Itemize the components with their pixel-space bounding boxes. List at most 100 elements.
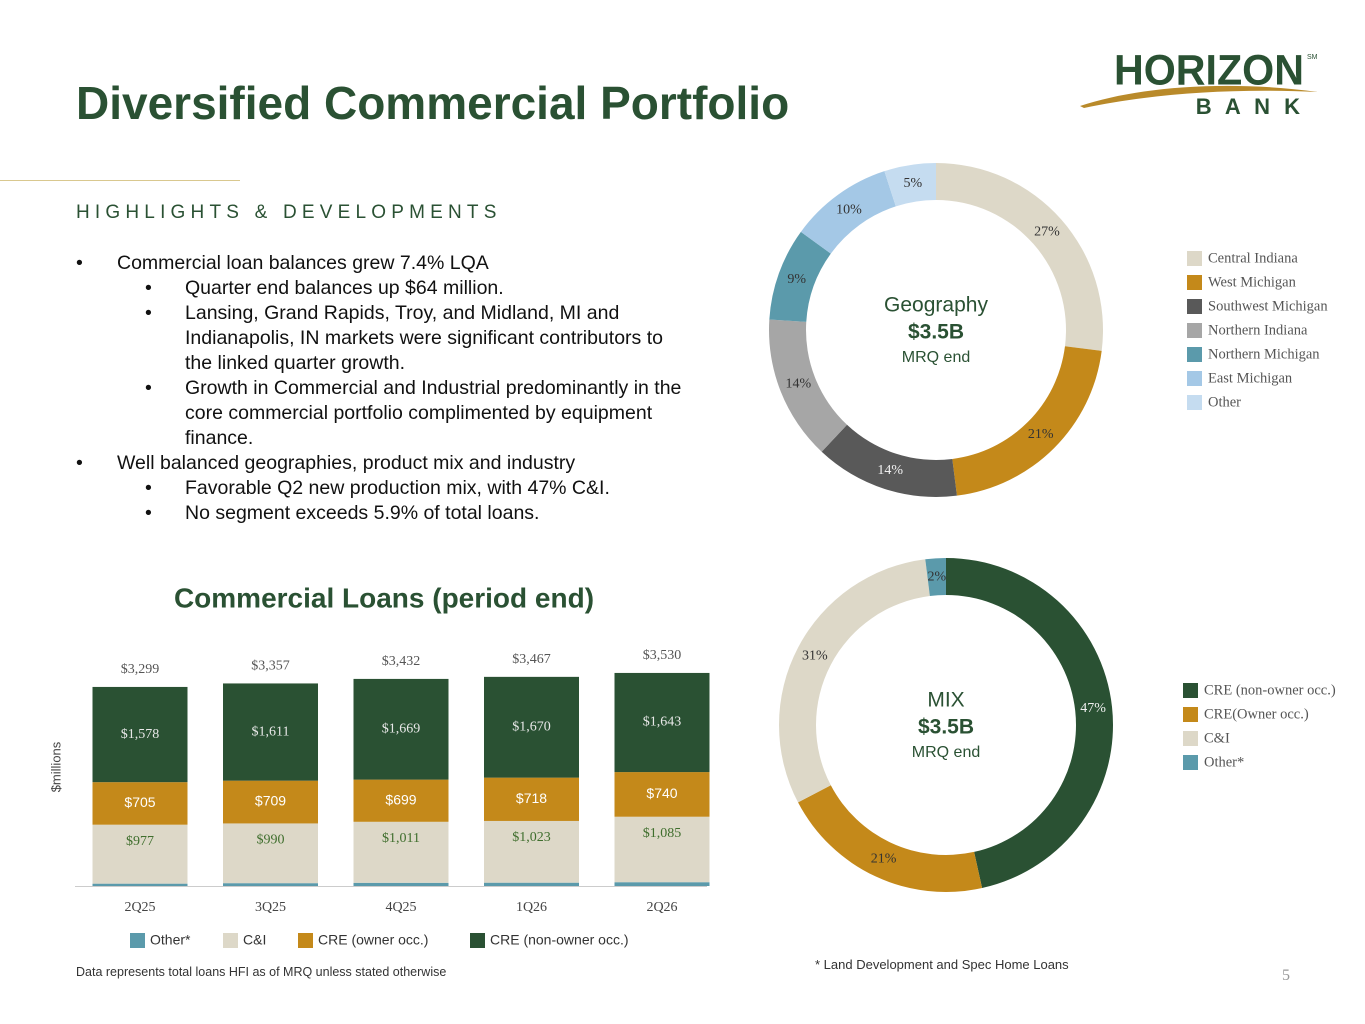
slice-label: 10%: [836, 202, 862, 217]
slice-label: 21%: [871, 851, 897, 866]
total-label: $3,530: [643, 648, 682, 663]
donut-center-text: MRQ end: [902, 349, 970, 366]
donut-slice: [779, 559, 930, 803]
legend-label: Central Indiana: [1208, 250, 1298, 266]
bar-value-label: $977: [126, 834, 154, 849]
donut-center-text: $3.5B: [918, 716, 974, 739]
legend-label: C&I: [243, 932, 266, 948]
legend-swatch: [1187, 347, 1202, 362]
logo-mark: SM: [1307, 54, 1318, 61]
bar-value-label: $1,011: [382, 831, 420, 846]
donut-slice: [884, 163, 936, 207]
legend-swatch: [130, 933, 145, 948]
footnote: Data represents total loans HFI as of MR…: [76, 965, 447, 979]
bar-segment: [353, 882, 449, 886]
x-tick-label: 4Q25: [385, 900, 416, 915]
slice-label: 5%: [904, 176, 923, 191]
legend-swatch: [1187, 275, 1202, 290]
bar-segment: [92, 782, 188, 825]
legend-swatch: [1187, 323, 1202, 338]
donut-center-text: MIX: [927, 689, 964, 712]
bar-segment: [223, 823, 318, 884]
bullet: Commercial loan balances grew 7.4% LQA: [76, 251, 686, 276]
legend-swatch: [1187, 299, 1202, 314]
bar-value-label: $1,085: [643, 826, 682, 841]
logo-swoosh: [1080, 85, 1318, 108]
slice-label: 21%: [1028, 427, 1054, 442]
legend-label: East Michigan: [1208, 370, 1293, 386]
legend-label: Northern Indiana: [1208, 322, 1308, 338]
legend-label: CRE (owner occ.): [318, 932, 428, 948]
legend-swatch: [1183, 707, 1198, 722]
legend-label: Other: [1208, 394, 1241, 410]
slice-label: 14%: [877, 463, 903, 478]
donut-slice: [952, 346, 1102, 496]
bar-value-label: $1,611: [252, 724, 290, 739]
legend-swatch: [1187, 395, 1202, 410]
donut-center-text: $3.5B: [908, 321, 964, 344]
donut-slice: [946, 558, 1114, 889]
chart-title: Commercial Loans (period end): [174, 582, 594, 613]
bullet: Well balanced geographies, product mix a…: [76, 451, 686, 476]
bar-value-label: $1,643: [643, 715, 682, 730]
total-label: $3,467: [512, 652, 551, 667]
legend-swatch: [1183, 731, 1198, 746]
bar-segment: [92, 686, 188, 783]
bar-value-label: $718: [516, 790, 547, 806]
total-label: $3,357: [251, 659, 290, 674]
slice-label: 2%: [927, 570, 946, 585]
note: * Land Development and Spec Home Loans: [815, 957, 1069, 972]
bar-value-label: $709: [255, 793, 286, 809]
bar-segment: [614, 672, 710, 773]
legend-swatch: [1183, 755, 1198, 770]
bar-segment: [223, 683, 318, 781]
legend-label: CRE (non-owner occ.): [1204, 682, 1336, 698]
legend-label: West Michigan: [1208, 274, 1297, 290]
bar-segment: [223, 883, 318, 886]
legend-label: Other*: [1204, 754, 1244, 770]
legend-label: Southwest Michigan: [1208, 298, 1328, 314]
bar-value-label: $1,578: [121, 727, 160, 742]
total-label: $3,432: [382, 654, 421, 669]
divider: [0, 180, 240, 181]
bar-segment: [484, 882, 579, 886]
bar-segment: [92, 883, 188, 886]
slice-label: 9%: [787, 272, 806, 287]
bar-segment: [614, 882, 710, 886]
sub-bullet: No segment exceeds 5.9% of total loans.: [76, 501, 686, 526]
sub-bullet: Growth in Commercial and Industrial pred…: [76, 376, 686, 451]
slice-label: 31%: [802, 649, 828, 664]
bar-value-label: $1,023: [512, 830, 551, 845]
bar-value-label: $1,670: [512, 719, 551, 734]
bar-value-label: $699: [385, 791, 416, 807]
legend-label: CRE (non-owner occ.): [490, 932, 629, 948]
legend-swatch: [1183, 683, 1198, 698]
bullet-list: Commercial loan balances grew 7.4% LQAQu…: [76, 251, 686, 526]
legend-label: Other*: [150, 932, 191, 948]
legend-swatch: [470, 933, 485, 948]
sub-bullet: Lansing, Grand Rapids, Troy, and Midland…: [76, 301, 686, 376]
page-number: 5: [1282, 967, 1290, 984]
total-label: $3,299: [121, 662, 160, 677]
donut-slice: [769, 231, 831, 322]
bar-value-label: $1,669: [382, 721, 421, 736]
bar-segment: [484, 820, 579, 883]
slice-label: 27%: [1034, 224, 1060, 239]
donut-slice: [821, 424, 957, 498]
bar-value-label: $990: [257, 833, 285, 848]
bar-segment: [484, 777, 579, 821]
bar-value-label: $740: [646, 785, 677, 801]
bar-segment: [614, 816, 710, 883]
slide-title: Diversified Commercial Portfolio: [76, 77, 790, 129]
x-tick-label: 3Q25: [255, 900, 286, 915]
x-tick-label: 2Q25: [124, 900, 155, 915]
donut-slice: [798, 785, 983, 892]
bar-segment: [353, 779, 449, 822]
x-tick-label: 1Q26: [516, 900, 547, 915]
bar-segment: [484, 676, 579, 778]
y-axis-label: $millions: [48, 741, 63, 792]
legend-label: Northern Michigan: [1208, 346, 1320, 362]
legend-swatch: [223, 933, 238, 948]
